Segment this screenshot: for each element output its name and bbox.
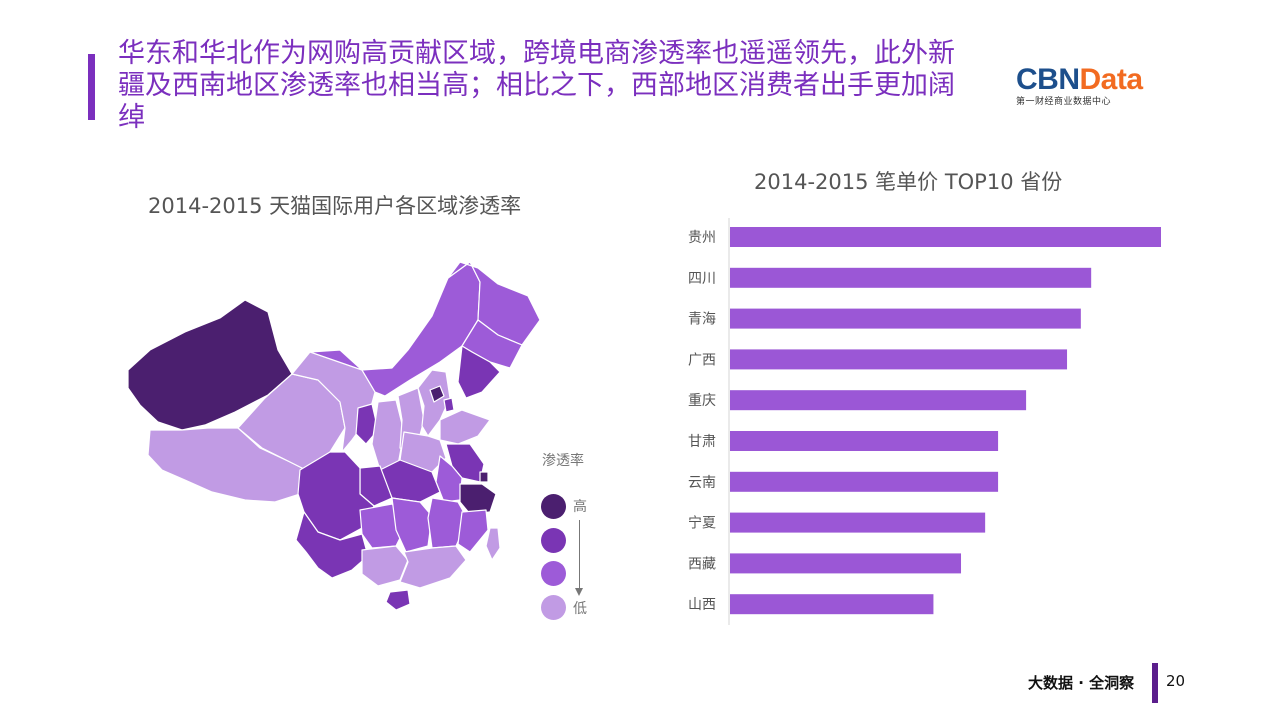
region-shandong [439, 409, 491, 445]
legend-high-label: 高 [573, 499, 587, 515]
bar-3 [730, 308, 1081, 329]
legend-low-label: 低 [573, 601, 587, 617]
logo-subtitle: 第一财经商业数据中心 [1016, 97, 1112, 107]
region-tianjin [443, 397, 455, 413]
bar-category-label: 青海 [688, 312, 716, 328]
region-ningxia [355, 403, 379, 445]
bar-category-label: 重庆 [688, 393, 716, 409]
logo-data-text: Data [1079, 63, 1144, 96]
footer-slogan: 大数据 · 全洞察 [1028, 674, 1135, 692]
region-hainan [385, 589, 411, 611]
bar-6 [730, 431, 999, 451]
legend-dot-level-1 [541, 494, 566, 519]
region-guangdong [399, 545, 467, 589]
legend-dot-level-3 [541, 561, 566, 586]
region-yunnan [295, 511, 369, 579]
region-liaoning [457, 345, 501, 399]
bar-category-label: 广西 [688, 352, 716, 368]
page-number: 20 [1166, 672, 1186, 690]
legend-title: 渗透率 [542, 453, 584, 469]
bar-category-label: 山西 [688, 597, 716, 613]
bar-8 [730, 512, 986, 533]
bar-chart-title: 2014-2015 笔单价 TOP10 省份 [754, 170, 1063, 194]
bar-category-label: 云南 [688, 475, 716, 491]
china-choropleth-map [127, 261, 541, 611]
region-beijing [429, 385, 445, 403]
region-shanghai [479, 471, 489, 483]
region-hunan [391, 497, 433, 553]
slide-title: 华东和华北作为网购高贡献区域，跨境电商渗透率也遥遥领先，此外新疆及西南地区渗透率… [118, 38, 955, 133]
legend-arrow-icon [575, 588, 583, 596]
region-guangxi [361, 545, 409, 587]
region-heilongjiang [447, 261, 541, 346]
legend-dot-level-2 [541, 528, 566, 553]
bar-9 [730, 553, 962, 574]
region-zhejiang [459, 483, 497, 515]
bar-category-label: 贵州 [688, 230, 716, 246]
legend-arrow-line [579, 520, 580, 590]
region-taiwan [485, 527, 501, 561]
cbndata-logo: CBNData 第一财经商业数据中心 [1016, 63, 1156, 108]
region-fujian [457, 509, 489, 553]
region-shaanxi [371, 399, 405, 471]
bar-category-label: 甘肃 [688, 434, 716, 450]
bar-7 [730, 471, 999, 492]
bar-5 [730, 390, 1027, 411]
bar-category-label: 西藏 [688, 556, 716, 572]
logo-cbn-text: CBN [1016, 63, 1080, 96]
bar-10 [730, 594, 934, 615]
bar-4 [730, 349, 1068, 370]
bar-1 [730, 227, 1161, 247]
bar-category-label: 宁夏 [688, 515, 716, 532]
bar-category-label: 四川 [688, 271, 716, 287]
map-title: 2014-2015 天猫国际用户各区域渗透率 [148, 194, 522, 218]
title-accent-bar [88, 54, 95, 120]
footer-accent-bar [1152, 663, 1158, 703]
legend-dot-level-4 [541, 595, 566, 620]
bar-2 [730, 267, 1092, 288]
